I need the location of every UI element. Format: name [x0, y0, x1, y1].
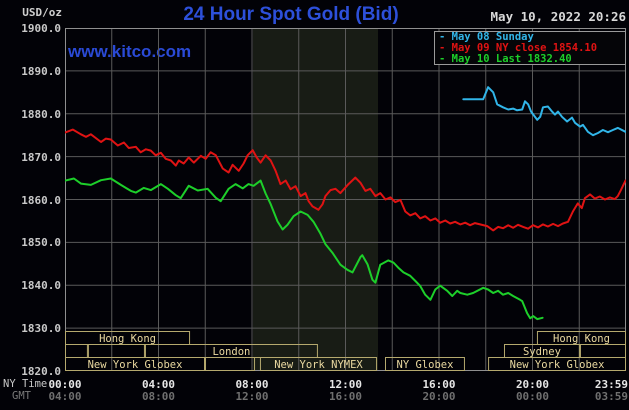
session-box	[65, 357, 206, 371]
session-box	[65, 344, 88, 358]
chart-title: 24 Hour Spot Gold (Bid)	[183, 4, 399, 25]
y-axis-tick-label: 1850.0	[21, 236, 61, 250]
session-label: New York Globex	[510, 359, 605, 371]
x-axis-gmt-tick-label: 20:00	[422, 390, 456, 403]
session-box	[488, 357, 626, 371]
session-box	[87, 344, 145, 358]
x-axis-gmt-tick-label: 12:00	[235, 390, 269, 403]
legend-item: - May 10 Last 1832.40	[439, 53, 572, 65]
x-axis-ny-tick-label: 16:00	[422, 378, 456, 391]
y-axis-tick-label: 1840.0	[21, 279, 61, 293]
session-box	[259, 357, 378, 371]
x-axis-gmt-tick-label: 08:00	[141, 390, 176, 403]
x-axis-ny-tick-label: 04:00	[141, 378, 176, 391]
x-axis-ny-tick-label: 23:59	[594, 378, 628, 391]
x-axis-ny-tick-label: 08:00	[235, 378, 269, 391]
x-axis-gmt-label: GMT	[12, 390, 31, 402]
session-label: London	[212, 346, 250, 358]
legend-item: - May 08 Sunday	[439, 31, 534, 43]
chart-timestamp: May 10, 2022 20:26	[490, 9, 626, 24]
price-line	[462, 86, 627, 137]
x-axis-ny-time-label: NY Time	[3, 378, 48, 390]
legend: - May 08 Sunday - May 09 NY close 1854.10…	[434, 31, 626, 65]
y-axis-tick-label: 1890.0	[21, 64, 61, 78]
session-box	[205, 357, 256, 371]
session-label: Sydney	[523, 346, 561, 358]
y-axis-tick-label: 1820.0	[21, 365, 61, 378]
session-box	[385, 357, 465, 371]
kitco-watermark-link[interactable]: www.kitco.com	[68, 42, 192, 61]
y-axis-tick-label: 1880.0	[21, 107, 61, 121]
y-axis-tick-label: 1860.0	[21, 193, 61, 207]
y-axis-tick-label: 1870.0	[21, 150, 61, 164]
price-line	[64, 128, 627, 232]
x-axis-ny-tick-label: 12:00	[328, 378, 363, 391]
x-axis-ny-tick-label: 20:00	[515, 378, 550, 391]
price-line	[64, 177, 544, 321]
session-label: Hong Kong	[553, 333, 610, 345]
legend-item: - May 09 NY close 1854.10	[439, 42, 598, 54]
x-axis-ny-tick-label: 00:00	[48, 378, 82, 391]
session-label: New York NYMEX	[274, 359, 363, 371]
session-label: New York Globex	[88, 359, 183, 371]
x-axis-gmt-tick-label: 16:00	[328, 390, 363, 403]
session-label: Hong Kong	[99, 333, 156, 345]
x-axis-gmt-tick-label: 03:59	[594, 390, 628, 403]
y-axis-tick-label: 1900.0	[21, 22, 61, 35]
y-axis-tick-label: 1830.0	[21, 322, 61, 336]
x-axis-gmt-tick-label: 04:00	[48, 390, 82, 403]
y-axis-unit-label: USD/oz	[22, 6, 62, 19]
plot-area: Hong Kong Hong Kong London Sydney New York G…	[64, 28, 627, 371]
session-label: NY Globex	[397, 359, 454, 371]
session-box	[579, 344, 626, 358]
x-axis-gmt-tick-label: 00:00	[515, 390, 550, 403]
